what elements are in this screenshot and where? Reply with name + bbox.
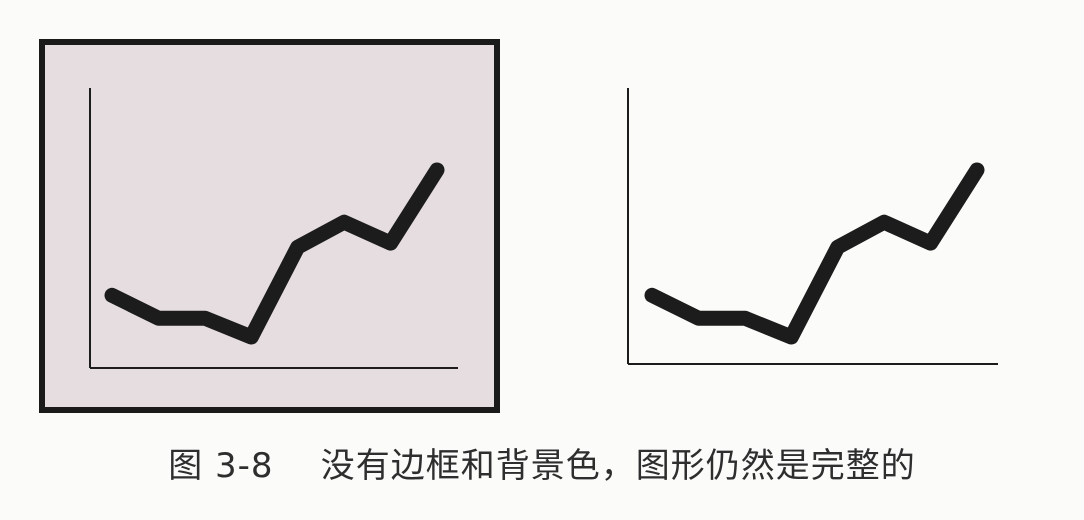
- chart-without-border-and-background: [627, 88, 998, 365]
- figure-caption: 图 3-8 没有边框和背景色，图形仍然是完整的: [168, 446, 916, 486]
- series-line: [104, 162, 445, 345]
- series-line: [644, 162, 985, 345]
- chart-with-border-and-background: [39, 39, 500, 413]
- panel-frame: [39, 39, 500, 413]
